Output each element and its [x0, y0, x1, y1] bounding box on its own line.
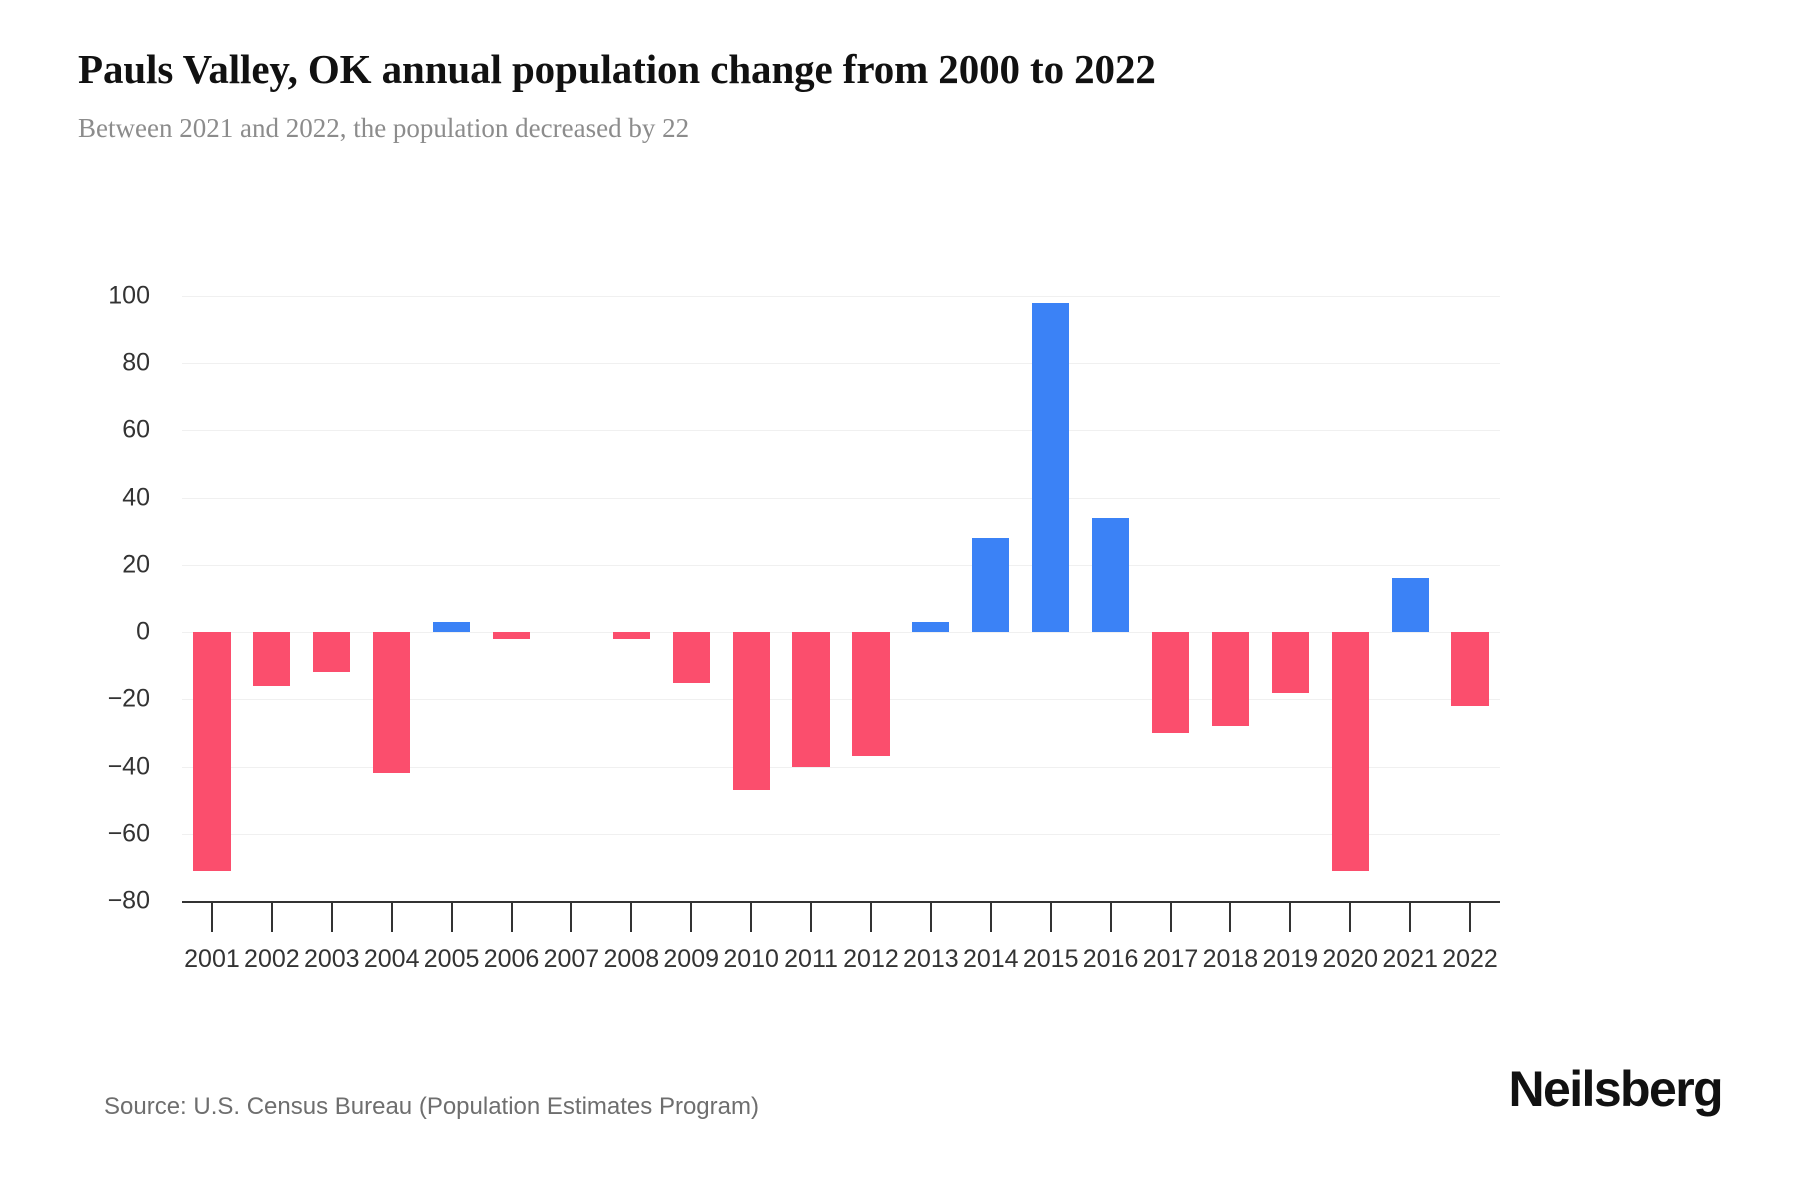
- gridline: [182, 296, 1500, 297]
- gridline: [182, 363, 1500, 365]
- x-axis-tick-label-2008: 2008: [603, 945, 660, 973]
- x-axis-tick-label-2006: 2006: [483, 945, 540, 973]
- x-axis-tick-mark: [1109, 903, 1112, 932]
- x-axis-tick-mark: [750, 903, 753, 932]
- bar-2008[interactable]: [612, 632, 650, 639]
- bar-2005[interactable]: [433, 622, 471, 633]
- gridline: [182, 699, 1500, 701]
- page-title: Pauls Valley, OK annual population chang…: [78, 46, 1156, 92]
- x-axis-tick-mark: [1469, 903, 1472, 932]
- bar-2018[interactable]: [1211, 632, 1249, 727]
- brand-logo: Neilsberg: [1508, 1061, 1724, 1117]
- x-axis-tick-mark: [810, 903, 813, 932]
- x-axis-tick-mark: [929, 903, 932, 932]
- x-axis-tick-label-2020: 2020: [1322, 945, 1379, 973]
- x-axis-tick-mark: [450, 903, 453, 932]
- gridline: [182, 833, 1500, 835]
- y-axis-tick-label: 40: [122, 483, 150, 512]
- x-axis-tick-mark: [869, 903, 872, 932]
- x-axis-tick-label-2019: 2019: [1262, 945, 1319, 973]
- bar-2013[interactable]: [912, 622, 950, 633]
- bar-2016[interactable]: [1092, 517, 1130, 633]
- source-note: Source: U.S. Census Bureau (Population E…: [104, 1093, 759, 1120]
- y-axis-tick-label: −60: [107, 819, 150, 848]
- x-axis-tick-label-2012: 2012: [843, 945, 899, 973]
- x-axis-tick-mark: [570, 903, 573, 932]
- bar-2006[interactable]: [492, 632, 531, 639]
- x-axis-tick-label-2022: 2022: [1442, 945, 1498, 973]
- bar-2003[interactable]: [313, 632, 351, 673]
- x-axis-tick-label-2017: 2017: [1142, 945, 1199, 973]
- x-axis-tick-mark: [330, 903, 333, 932]
- x-axis-tick-mark: [1169, 903, 1172, 932]
- gridline: [182, 497, 1500, 499]
- bar-2020[interactable]: [1331, 632, 1369, 871]
- x-axis-tick-mark: [1049, 903, 1052, 932]
- y-axis-tick-label: 20: [122, 550, 150, 579]
- x-axis-tick-label-2004: 2004: [363, 945, 420, 973]
- y-axis-tick-label: 100: [108, 281, 150, 310]
- bar-2021[interactable]: [1391, 578, 1429, 633]
- bar-2019[interactable]: [1271, 632, 1309, 693]
- x-axis-tick-label-2013: 2013: [903, 945, 959, 973]
- x-axis-tick-mark: [510, 903, 513, 932]
- bar-2014[interactable]: [972, 538, 1010, 633]
- x-axis-tick-mark: [390, 903, 393, 932]
- bar-2022[interactable]: [1451, 632, 1489, 707]
- x-axis-line: [182, 901, 1500, 903]
- y-axis-tick-label: −80: [107, 886, 150, 915]
- x-axis-tick-mark: [270, 903, 273, 932]
- x-axis-tick-label-2015: 2015: [1022, 945, 1079, 973]
- gridline: [182, 564, 1500, 566]
- x-axis-tick-mark: [690, 903, 693, 932]
- y-axis-tick-label: 60: [122, 415, 150, 444]
- y-axis-tick-label: 80: [122, 348, 150, 377]
- x-axis-tick-mark: [989, 903, 992, 932]
- bar-2009[interactable]: [672, 632, 710, 683]
- gridline: [182, 632, 1500, 634]
- x-axis-tick-mark: [210, 903, 213, 932]
- x-axis-tick-mark: [1229, 903, 1232, 932]
- bar-2001[interactable]: [193, 632, 231, 871]
- x-axis-tick-mark: [630, 903, 633, 932]
- bar-2002[interactable]: [253, 632, 291, 686]
- x-axis-tick-label-2018: 2018: [1202, 945, 1259, 973]
- x-axis-tick-label-2011: 2011: [784, 945, 838, 973]
- y-axis-tick-label: −20: [107, 684, 150, 713]
- x-axis-tick-label-2001: 2001: [184, 945, 240, 973]
- x-axis-tick-mark: [1289, 903, 1292, 932]
- x-axis-tick-label-2009: 2009: [663, 945, 720, 973]
- bar-2015[interactable]: [1032, 302, 1070, 633]
- x-axis-tick-mark: [1409, 903, 1412, 932]
- chart-subtitle: Between 2021 and 2022, the population de…: [78, 113, 690, 144]
- bar-2012[interactable]: [852, 632, 890, 757]
- bar-2004[interactable]: [373, 632, 411, 774]
- x-axis-tick-label-2010: 2010: [723, 945, 779, 973]
- x-axis-tick-label-2014: 2014: [962, 945, 1019, 973]
- y-axis-tick-label: 0: [136, 617, 150, 646]
- x-axis-tick-label-2002: 2002: [244, 945, 300, 973]
- x-axis-tick-label-2007: 2007: [543, 945, 600, 973]
- x-axis-tick-label-2016: 2016: [1082, 945, 1139, 973]
- chart-header: Pauls Valley, OK annual population chang…: [78, 46, 1678, 145]
- x-axis-tick-label-2003: 2003: [303, 945, 360, 973]
- bar-2010[interactable]: [732, 632, 770, 791]
- bar-2017[interactable]: [1151, 632, 1190, 733]
- y-axis-tick-label: −40: [107, 752, 150, 781]
- bar-2011[interactable]: [792, 632, 830, 767]
- x-axis-tick-label-2021: 2021: [1382, 945, 1438, 973]
- gridline: [182, 766, 1500, 768]
- gridline: [182, 430, 1500, 432]
- x-axis-tick-label-2005: 2005: [423, 945, 480, 973]
- x-axis-tick-mark: [1349, 903, 1352, 932]
